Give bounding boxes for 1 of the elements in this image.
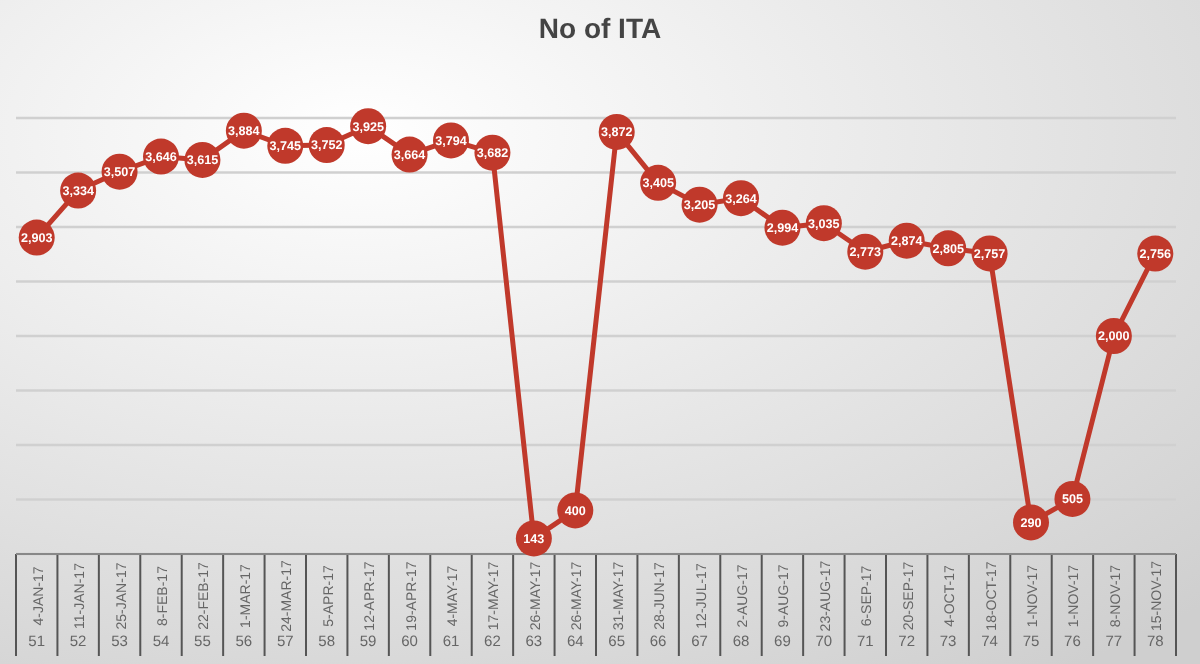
chart-title: No of ITA: [538, 12, 662, 44]
